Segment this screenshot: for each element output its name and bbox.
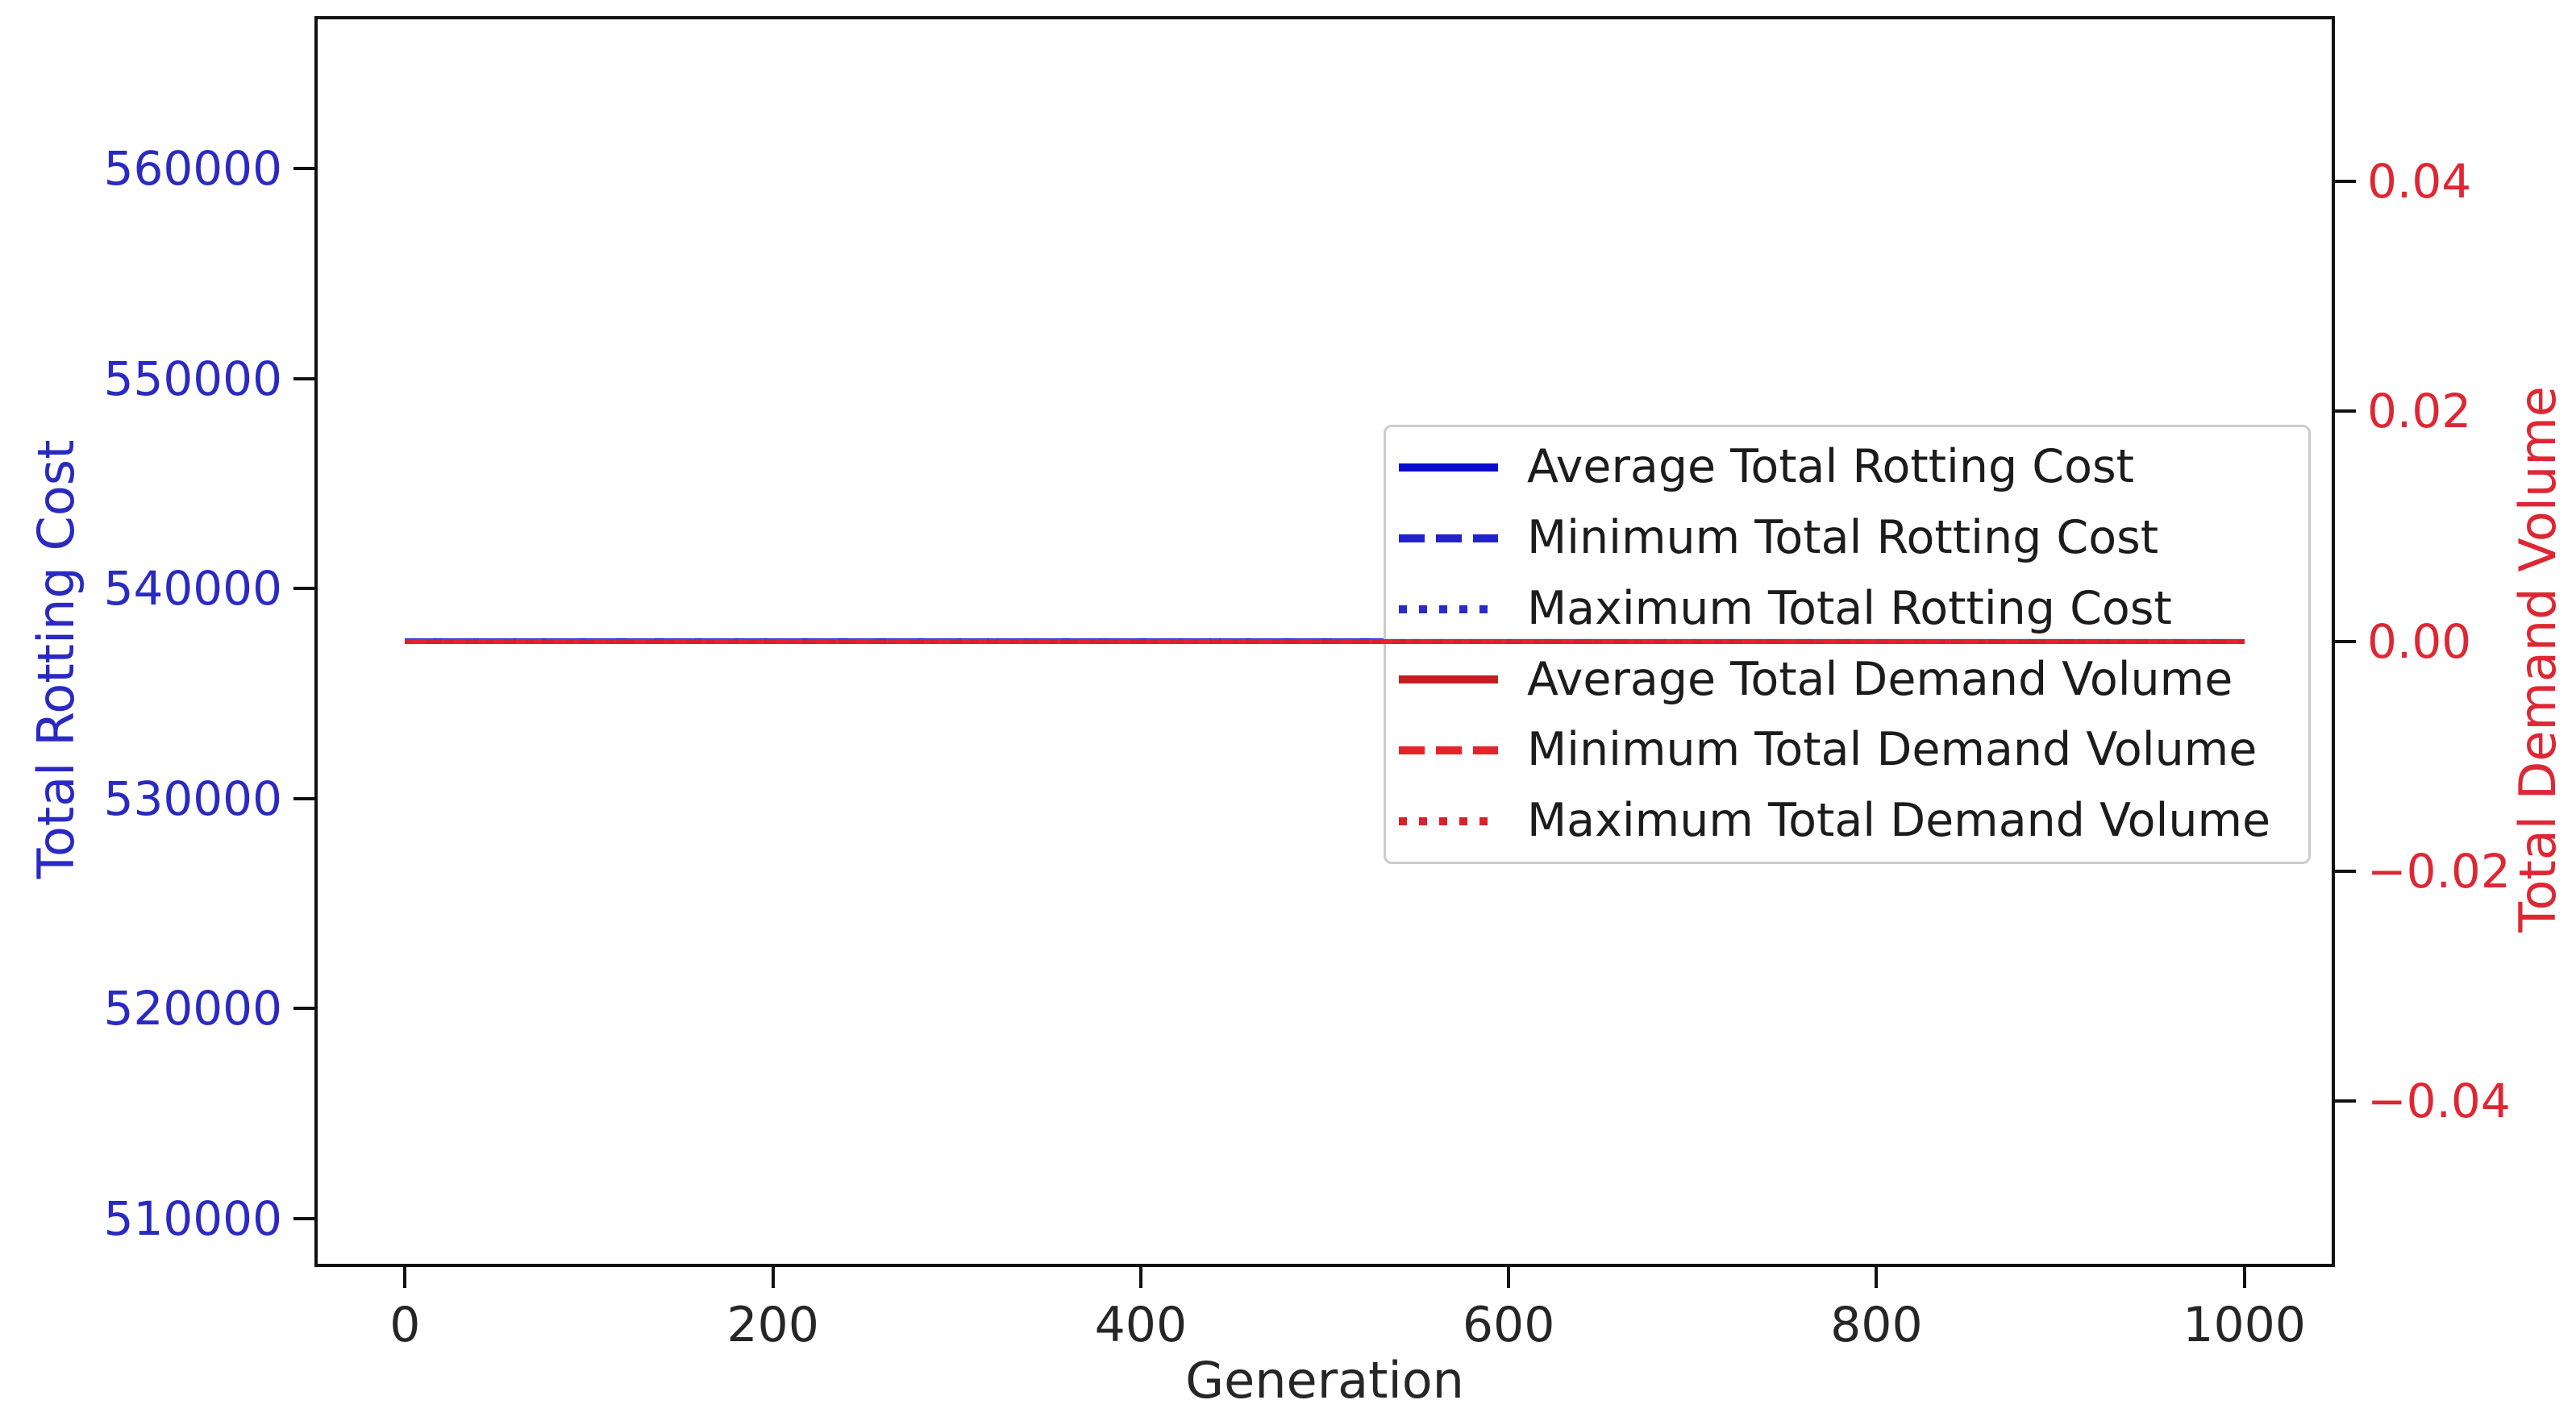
right-y-axis-label: Total Demand Volume: [2508, 385, 2567, 933]
x-tick-label: 200: [726, 1297, 819, 1353]
left-y-tick-mark: [293, 1216, 318, 1220]
legend-label: Average Total Rotting Cost: [1527, 440, 2135, 494]
legend-dotted-line-swatch: [1399, 604, 1498, 613]
x-tick-mark: [2242, 1264, 2246, 1288]
right-y-tick-mark: [2332, 409, 2356, 413]
legend-entry: Average Total Rotting Cost: [1399, 441, 2284, 494]
x-tick-mark: [403, 1264, 407, 1288]
left-y-tick-label: 530000: [103, 771, 282, 826]
legend-solid-line-swatch: [1399, 675, 1498, 684]
x-tick-label: 800: [1830, 1297, 1923, 1353]
x-tick-mark: [771, 1264, 775, 1288]
x-tick-mark: [1507, 1264, 1511, 1288]
right-y-tick-label: −0.04: [2367, 1073, 2511, 1128]
right-y-tick-label: 0.00: [2367, 613, 2472, 669]
legend-dotted-line-swatch: [1399, 817, 1498, 826]
left-y-axis-label: Total Rotting Cost: [27, 439, 85, 879]
legend-dashed-line-swatch: [1399, 534, 1498, 542]
right-y-tick-label: −0.02: [2367, 843, 2511, 899]
left-y-tick-mark: [293, 1007, 318, 1011]
right-y-tick-mark: [2332, 869, 2356, 873]
left-y-tick-mark: [293, 796, 318, 800]
legend-entry: Minimum Total Demand Volume: [1399, 724, 2284, 777]
series-line-maximum-total-demand-volume: [405, 638, 2245, 644]
left-y-tick-mark: [293, 587, 318, 591]
legend: Average Total Rotting Cost Minimum Total …: [1384, 425, 2311, 864]
right-y-tick-mark: [2332, 180, 2356, 184]
left-y-tick-label: 540000: [103, 561, 282, 617]
legend-entry: Average Total Demand Volume: [1399, 652, 2284, 707]
legend-entry: Maximum Total Rotting Cost: [1399, 581, 2284, 636]
left-y-tick-mark: [293, 376, 318, 380]
x-tick-label: 1000: [2183, 1297, 2306, 1353]
x-tick-mark: [1875, 1264, 1879, 1288]
x-tick-label: 0: [389, 1297, 421, 1353]
right-y-tick-label: 0.04: [2367, 154, 2472, 210]
right-y-tick-mark: [2332, 1099, 2356, 1103]
right-y-tick-label: 0.02: [2367, 384, 2472, 439]
left-y-tick-label: 510000: [103, 1190, 282, 1246]
legend-label: Maximum Total Rotting Cost: [1527, 581, 2172, 635]
left-y-tick-label: 560000: [103, 141, 282, 197]
legend-solid-line-swatch: [1399, 463, 1498, 472]
legend-label: Maximum Total Demand Volume: [1527, 794, 2271, 848]
legend-dashed-line-swatch: [1399, 746, 1498, 755]
legend-label: Minimum Total Rotting Cost: [1527, 510, 2159, 564]
right-y-tick-mark: [2332, 639, 2356, 643]
x-axis-label: Generation: [1185, 1351, 1464, 1410]
legend-entry: Maximum Total Demand Volume: [1399, 795, 2284, 848]
x-tick-mark: [1138, 1264, 1142, 1288]
x-tick-label: 600: [1462, 1297, 1555, 1353]
legend-entry: Minimum Total Rotting Cost: [1399, 510, 2284, 565]
left-y-tick-label: 520000: [103, 981, 282, 1037]
left-y-tick-label: 550000: [103, 351, 282, 406]
x-tick-label: 400: [1094, 1297, 1188, 1353]
legend-label: Minimum Total Demand Volume: [1527, 723, 2258, 777]
legend-label: Average Total Demand Volume: [1527, 652, 2233, 706]
left-y-tick-mark: [293, 167, 318, 171]
